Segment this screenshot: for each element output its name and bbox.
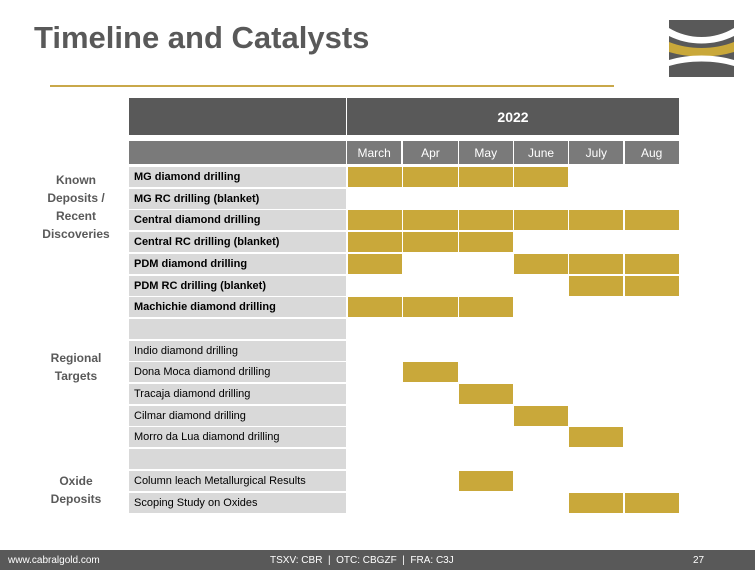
group-label-known-deposits: Known Deposits / Recent Discoveries <box>42 173 110 241</box>
task-label: PDM diamond drilling <box>129 253 346 274</box>
gantt-bar <box>458 210 513 231</box>
month-header: Aug <box>624 141 679 164</box>
gantt-bar <box>403 362 458 383</box>
footer-bar: www.cabralgold.com TSXV: CBR | OTC: CBGZ… <box>0 550 755 570</box>
task-label: Cilmar diamond drilling <box>129 405 346 426</box>
gantt-bar <box>569 492 624 513</box>
gantt-bar <box>458 384 513 404</box>
gantt-bar <box>403 167 458 187</box>
footer-website[interactable]: www.cabralgold.com <box>8 555 100 566</box>
gantt-bar <box>348 297 403 318</box>
gantt-bar <box>513 253 569 274</box>
footer-page-number: 27 <box>693 555 705 566</box>
gantt-bar <box>348 210 403 231</box>
task-label: MG RC drilling (blanket) <box>129 188 346 209</box>
task-label: Central RC drilling (blanket) <box>129 232 346 253</box>
task-label: Dona Moca diamond drilling <box>129 362 346 383</box>
task-label: Column leach Metallurgical Results <box>129 470 346 491</box>
task-label: Indio diamond drilling <box>129 340 346 361</box>
gantt-bar <box>624 275 679 296</box>
gantt-bar <box>513 167 569 187</box>
gantt-bar <box>348 232 403 253</box>
gantt-bar <box>624 210 679 231</box>
gantt-bar <box>624 492 679 513</box>
task-label <box>129 318 346 339</box>
gantt-bar <box>569 275 624 296</box>
month-header: Apr <box>403 141 458 164</box>
footer-tickers: TSXV: CBR | OTC: CBGZF | FRA: C3J <box>270 555 454 566</box>
gantt-bar <box>513 405 569 426</box>
month-header: July <box>569 141 624 164</box>
task-label <box>129 449 346 470</box>
group-label-oxide-deposits: Oxide Deposits <box>50 474 102 506</box>
task-label: Scoping Study on Oxides <box>129 492 346 513</box>
gantt-bar <box>458 167 513 187</box>
page-title: Timeline and Catalysts <box>34 20 370 55</box>
gantt-bar <box>403 210 458 231</box>
gantt-bar <box>569 427 624 448</box>
year-header: 2022 <box>347 98 679 135</box>
task-label: Morro da Lua diamond drilling <box>129 427 346 448</box>
task-label: Central diamond drilling <box>129 210 346 231</box>
task-label: MG diamond drilling <box>129 167 346 187</box>
task-label: PDM RC drilling (blanket) <box>129 275 346 296</box>
header-blank <box>129 98 346 135</box>
gantt-bar <box>348 167 403 187</box>
month-header: June <box>513 141 569 164</box>
gantt-bar <box>624 253 679 274</box>
task-label: Tracaja diamond drilling <box>129 384 346 404</box>
gantt-bar <box>403 297 458 318</box>
gantt-bar <box>458 297 513 318</box>
title-divider <box>50 85 614 87</box>
month-header: March <box>347 141 402 164</box>
gantt-bar <box>569 210 624 231</box>
gantt-bar <box>458 232 513 253</box>
gantt-bar <box>513 210 569 231</box>
task-label: Machichie diamond drilling <box>129 297 346 318</box>
header-blank-2 <box>129 141 346 164</box>
gantt-bar <box>403 232 458 253</box>
month-header: May <box>458 141 513 164</box>
company-logo <box>669 20 734 77</box>
gantt-bar <box>569 253 624 274</box>
group-label-regional-targets: Regional Targets <box>50 351 102 383</box>
gantt-bar <box>458 470 513 491</box>
gantt-bar <box>348 253 403 274</box>
